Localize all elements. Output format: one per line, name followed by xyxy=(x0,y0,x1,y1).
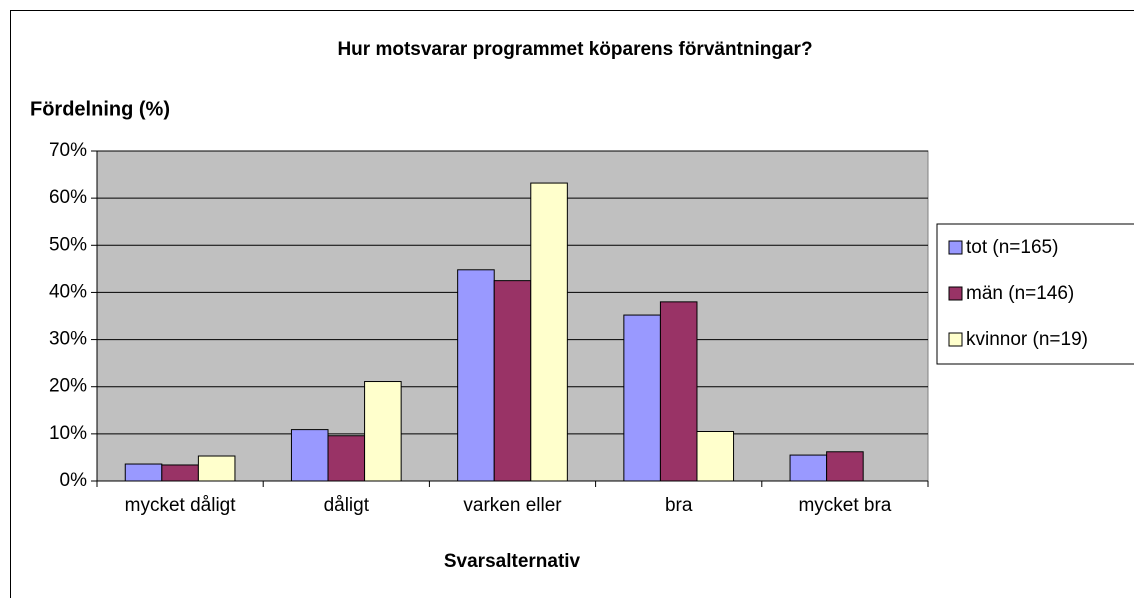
bar xyxy=(364,381,402,482)
bar xyxy=(161,464,199,482)
legend-box xyxy=(936,223,1134,365)
y-tick-label: 70% xyxy=(49,140,87,161)
y-tick-label: 50% xyxy=(49,234,87,255)
y-tick-label: 20% xyxy=(49,376,87,397)
legend-swatch xyxy=(948,332,963,347)
bar xyxy=(623,314,661,482)
legend-label: tot (n=165) xyxy=(966,237,1058,258)
bar xyxy=(659,301,698,482)
bar xyxy=(327,435,366,482)
bar xyxy=(826,451,864,482)
x-tick-label: bra xyxy=(665,495,693,516)
chart-frame xyxy=(10,10,1134,598)
legend-label: kvinnor (n=19) xyxy=(966,329,1088,350)
bar xyxy=(197,455,236,482)
bar xyxy=(789,454,828,482)
y-tick-label: 0% xyxy=(60,470,88,491)
y-axis-label: Fördelning (%) xyxy=(30,98,170,120)
x-tick-label: mycket bra xyxy=(798,495,891,516)
bar xyxy=(457,269,495,482)
x-axis-label: Svarsalternativ xyxy=(444,551,581,572)
legend-swatch xyxy=(948,240,963,255)
bar xyxy=(696,431,735,482)
chart-title: Hur motsvarar programmet köparens förvän… xyxy=(337,39,812,60)
y-tick-label: 60% xyxy=(49,187,87,208)
legend-label: män (n=146) xyxy=(966,283,1074,304)
x-tick-label: mycket dåligt xyxy=(125,495,237,516)
bar xyxy=(290,429,329,482)
y-tick-label: 10% xyxy=(49,423,87,444)
bar xyxy=(530,182,568,482)
y-tick-label: 40% xyxy=(49,281,87,302)
legend-swatch xyxy=(948,286,963,301)
bar xyxy=(124,463,163,482)
x-tick-label: varken eller xyxy=(463,495,562,516)
bar xyxy=(493,280,532,482)
x-tick-label: dåligt xyxy=(324,495,370,516)
y-tick-label: 30% xyxy=(49,329,87,350)
